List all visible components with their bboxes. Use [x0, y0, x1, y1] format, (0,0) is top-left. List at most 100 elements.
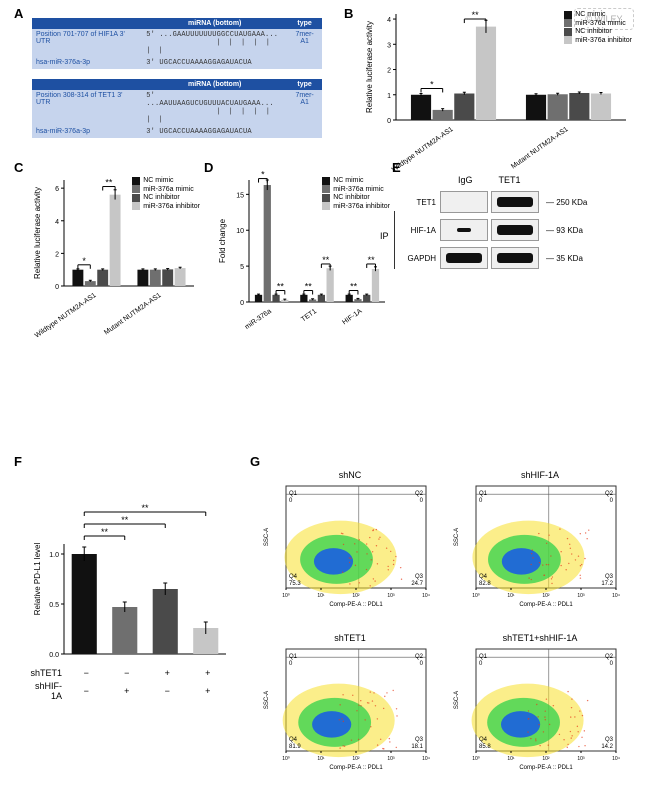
svg-text:10¹: 10¹	[317, 756, 325, 762]
svg-text:10³: 10³	[577, 593, 585, 599]
svg-text:Q2: Q2	[605, 654, 614, 660]
svg-text:Q2: Q2	[415, 491, 424, 497]
svg-text:10¹: 10¹	[317, 593, 325, 599]
svg-text:24.7: 24.7	[411, 581, 423, 587]
svg-text:Fold change: Fold change	[218, 218, 227, 263]
svg-text:Wildtype NUTM2A-AS1: Wildtype NUTM2A-AS1	[34, 292, 98, 340]
svg-text:Q4: Q4	[479, 574, 488, 580]
svg-text:Q3: Q3	[415, 574, 424, 580]
svg-text:4: 4	[55, 219, 59, 226]
svg-text:Comp-PE-A :: PDL1: Comp-PE-A :: PDL1	[519, 765, 573, 771]
svg-text:miR-376a: miR-376a	[244, 308, 273, 331]
svg-text:**: **	[121, 515, 129, 525]
svg-text:Comp-PE-A :: PDL1: Comp-PE-A :: PDL1	[329, 765, 383, 771]
panel-f-bar-chart: 0.00.51.0Relative PD-L1 level******shTET…	[30, 472, 238, 752]
panel-label-f: F	[14, 454, 22, 469]
svg-text:81.9: 81.9	[289, 744, 301, 750]
svg-text:Q1: Q1	[289, 654, 298, 660]
svg-text:2: 2	[55, 251, 59, 258]
svg-text:*: *	[261, 170, 265, 180]
panel-a-sequence-tables: miRNA (bottom)typePosition 701-707 of HI…	[32, 18, 322, 148]
svg-text:**: **	[472, 10, 480, 20]
svg-text:TET1: TET1	[300, 308, 318, 324]
svg-text:2: 2	[387, 68, 391, 75]
svg-text:10¹: 10¹	[507, 593, 515, 599]
svg-text:10⁰: 10⁰	[282, 756, 290, 762]
svg-text:**: **	[141, 503, 149, 513]
svg-text:*: *	[82, 256, 86, 266]
svg-text:10: 10	[236, 228, 244, 235]
svg-text:82.8: 82.8	[479, 581, 491, 587]
svg-text:10²: 10²	[352, 756, 360, 762]
svg-text:17.2: 17.2	[601, 581, 613, 587]
svg-text:5: 5	[240, 264, 244, 271]
svg-text:**: **	[305, 282, 313, 292]
svg-text:Comp-PE-A :: PDL1: Comp-PE-A :: PDL1	[519, 602, 573, 608]
svg-text:10³: 10³	[387, 593, 395, 599]
svg-text:10²: 10²	[542, 756, 550, 762]
svg-text:Q3: Q3	[605, 574, 614, 580]
svg-text:Q3: Q3	[605, 737, 614, 743]
svg-text:Q4: Q4	[289, 574, 298, 580]
svg-text:10²: 10²	[542, 593, 550, 599]
svg-text:Mutant NUTM2A-AS1: Mutant NUTM2A-AS1	[510, 126, 570, 171]
svg-text:**: **	[277, 282, 285, 292]
svg-text:10⁰: 10⁰	[472, 756, 480, 762]
svg-text:10⁰: 10⁰	[472, 593, 480, 599]
svg-text:Relative luciferase activity: Relative luciferase activity	[33, 187, 42, 279]
svg-text:Relative luciferase activity: Relative luciferase activity	[365, 21, 374, 113]
svg-text:HIF-1A: HIF-1A	[341, 308, 363, 327]
svg-text:**: **	[350, 282, 358, 292]
svg-text:1: 1	[387, 93, 391, 100]
svg-text:Wildtype NUTM2A-AS1: Wildtype NUTM2A-AS1	[391, 126, 455, 174]
panel-e-western-blot: IgGTET1IPTET1— 250 KDaHIF-1A— 93 KDaGAPD…	[400, 175, 600, 275]
svg-text:*: *	[430, 79, 434, 89]
panel-b-bar-chart: 01234Relative luciferase activityWildtyp…	[362, 10, 632, 156]
panel-label-d: D	[204, 160, 213, 175]
svg-text:0.0: 0.0	[49, 652, 59, 659]
svg-text:Relative PD-L1 level: Relative PD-L1 level	[33, 543, 42, 616]
svg-text:85.8: 85.8	[479, 744, 491, 750]
svg-text:0: 0	[240, 300, 244, 307]
panel-g-flow-cytometry: shNCQ10Q20Q475.3Q324.710⁰10¹10²10³10⁴Com…	[260, 470, 630, 786]
svg-text:10⁰: 10⁰	[282, 593, 290, 599]
svg-text:Q1: Q1	[289, 491, 298, 497]
svg-text:Q1: Q1	[479, 491, 488, 497]
svg-text:Comp-PE-A :: PDL1: Comp-PE-A :: PDL1	[329, 602, 383, 608]
svg-text:6: 6	[55, 186, 59, 193]
panel-c-bar-chart: 0246Relative luciferase activityWildtype…	[30, 176, 200, 322]
svg-text:**: **	[368, 255, 376, 265]
svg-text:18.1: 18.1	[411, 744, 423, 750]
svg-text:10³: 10³	[387, 756, 395, 762]
svg-text:**: **	[105, 178, 113, 188]
svg-text:SSC-A: SSC-A	[264, 528, 270, 546]
panel-label-g: G	[250, 454, 260, 469]
svg-text:15: 15	[236, 192, 244, 199]
svg-text:75.3: 75.3	[289, 581, 301, 587]
svg-text:14.2: 14.2	[601, 744, 613, 750]
svg-text:Q4: Q4	[479, 737, 488, 743]
svg-text:10¹: 10¹	[507, 756, 515, 762]
svg-text:Q1: Q1	[479, 654, 488, 660]
svg-text:10²: 10²	[352, 593, 360, 599]
svg-text:0: 0	[387, 118, 391, 125]
svg-text:10⁴: 10⁴	[422, 593, 430, 599]
svg-text:Q3: Q3	[415, 737, 424, 743]
svg-text:Mutant NUTM2A-AS1: Mutant NUTM2A-AS1	[103, 292, 163, 337]
svg-text:10⁴: 10⁴	[422, 756, 430, 762]
svg-text:**: **	[101, 527, 109, 537]
panel-label-a: A	[14, 6, 23, 21]
svg-text:Q2: Q2	[605, 491, 614, 497]
svg-text:0.5: 0.5	[49, 602, 59, 609]
svg-text:10⁴: 10⁴	[612, 593, 620, 599]
svg-text:SSC-A: SSC-A	[264, 691, 270, 709]
svg-text:**: **	[322, 255, 330, 265]
svg-text:Q4: Q4	[289, 737, 298, 743]
svg-text:SSC-A: SSC-A	[454, 691, 460, 709]
svg-text:10⁴: 10⁴	[612, 756, 620, 762]
svg-text:4: 4	[387, 17, 391, 24]
svg-text:3: 3	[387, 42, 391, 49]
panel-label-b: B	[344, 6, 353, 21]
svg-text:Q2: Q2	[415, 654, 424, 660]
svg-text:0: 0	[55, 284, 59, 291]
